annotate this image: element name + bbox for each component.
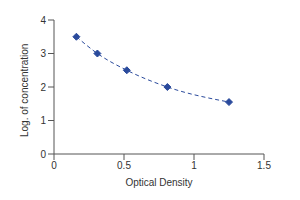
svg-text:4: 4 (40, 15, 46, 26)
svg-text:1: 1 (40, 115, 46, 126)
svg-text:0: 0 (40, 149, 46, 160)
svg-text:0: 0 (51, 160, 57, 171)
svg-text:Log. of concentration: Log. of concentration (19, 44, 30, 137)
svg-text:1: 1 (191, 160, 197, 171)
svg-text:3: 3 (40, 48, 46, 59)
svg-text:0.5: 0.5 (117, 160, 131, 171)
svg-text:2: 2 (40, 82, 46, 93)
svg-text:1.5: 1.5 (257, 160, 271, 171)
svg-text:Optical Density: Optical Density (125, 177, 192, 188)
